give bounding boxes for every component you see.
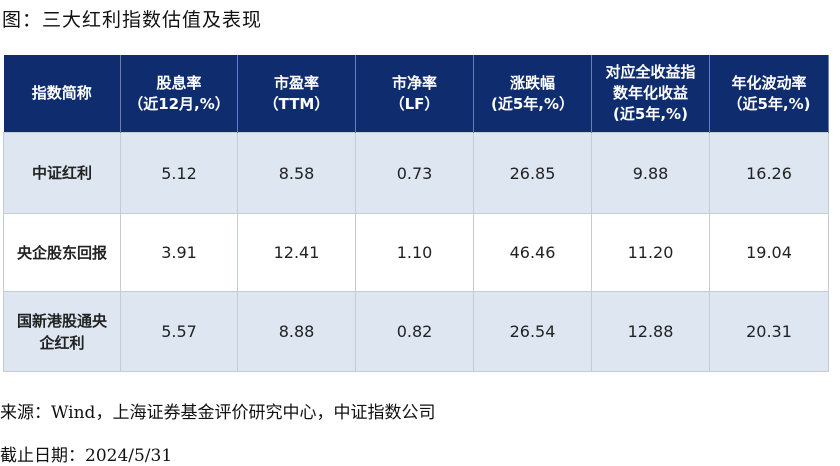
header-cell: 涨跌幅 (近5年,%） xyxy=(473,55,592,133)
header-cell: 年化波动率 （近5年,%) xyxy=(709,55,829,133)
header-line: 对应全收益指 xyxy=(605,63,696,81)
header-cell: 对应全收益指 数年化收益 (近5年,%) xyxy=(591,55,710,133)
value-cell: 0.82 xyxy=(355,291,474,372)
index-name-line: 国新港股通央 xyxy=(16,311,107,330)
value-cell: 5.57 xyxy=(120,291,238,372)
table: 指数简称 股息率 （近12月,%） 市盈率 （TTM） 市净率 （LF） 涨跌幅 (近5年,%）… xyxy=(3,55,829,372)
index-name-cell: 央企股东回报 xyxy=(3,213,121,292)
source-note: 来源：Wind，上海证券基金评价研究中心，中证指数公司 xyxy=(0,403,436,423)
index-name-line: 央企股东回报 xyxy=(16,243,107,262)
value-cell: 46.46 xyxy=(473,213,592,292)
header-cell: 市净率 （LF） xyxy=(355,55,474,133)
header-line: 股息率 xyxy=(156,73,202,92)
header-cell: 股息率 （近12月,%） xyxy=(120,55,238,133)
index-name-cell: 国新港股通央 企红利 xyxy=(3,291,121,372)
table-row: 中证红利 5.12 8.58 0.73 26.85 9.88 16.26 xyxy=(3,132,829,214)
value-cell: 26.54 xyxy=(473,291,592,372)
table-row: 央企股东回报 3.91 12.41 1.10 46.46 11.20 19.04 xyxy=(3,213,829,292)
value-cell: 9.88 xyxy=(591,132,710,214)
title: 图：三大红利指数估值及表现 xyxy=(2,9,263,31)
header-line: （LF） xyxy=(389,94,440,113)
table-row: 国新港股通央 企红利 5.57 8.88 0.82 26.54 12.88 20.31 xyxy=(3,291,829,372)
table-body: 中证红利 5.12 8.58 0.73 26.85 9.88 16.26 央企股东回报 3.91… xyxy=(3,132,829,372)
value-cell: 0.73 xyxy=(355,132,474,214)
value-cell: 26.85 xyxy=(473,132,592,214)
value-cell: 12.88 xyxy=(591,291,710,372)
header-line: 涨跌幅 xyxy=(509,73,555,92)
value-cell: 8.58 xyxy=(237,132,356,214)
value-cell: 12.41 xyxy=(237,213,356,292)
value-cell: 11.20 xyxy=(591,213,710,292)
value-cell: 16.26 xyxy=(709,132,829,214)
header-row: 指数简称 股息率 （近12月,%） 市盈率 （TTM） 市净率 （LF） 涨跌幅 (近5年,%）… xyxy=(3,55,829,133)
header-cell: 市盈率 （TTM） xyxy=(237,55,356,133)
header-line: （近5年,%) xyxy=(727,94,811,113)
index-name-line: 企红利 xyxy=(39,333,85,352)
value-cell: 1.10 xyxy=(355,213,474,292)
date-note: 截止日期：2024/5/31 xyxy=(0,446,173,466)
header-cell: 指数简称 xyxy=(3,55,121,133)
header-line: 数年化收益 xyxy=(612,84,688,102)
header-line: （TTM） xyxy=(263,94,330,113)
index-name-cell: 中证红利 xyxy=(3,132,121,214)
header-line: 指数简称 xyxy=(31,84,92,102)
header-line: 市盈率 xyxy=(273,73,319,92)
header-line: (近5年,%） xyxy=(490,94,575,113)
value-cell: 20.31 xyxy=(709,291,829,372)
value-cell: 8.88 xyxy=(237,291,356,372)
header-line: 年化波动率 xyxy=(731,73,807,92)
value-cell: 5.12 xyxy=(120,132,238,214)
value-cell: 19.04 xyxy=(709,213,829,292)
index-name-line: 中证红利 xyxy=(31,164,92,182)
header-line: 市净率 xyxy=(391,73,437,92)
value-cell: 3.91 xyxy=(120,213,238,292)
header-line: (近5年,%) xyxy=(613,105,688,123)
header-line: （近12月,%） xyxy=(128,94,230,113)
